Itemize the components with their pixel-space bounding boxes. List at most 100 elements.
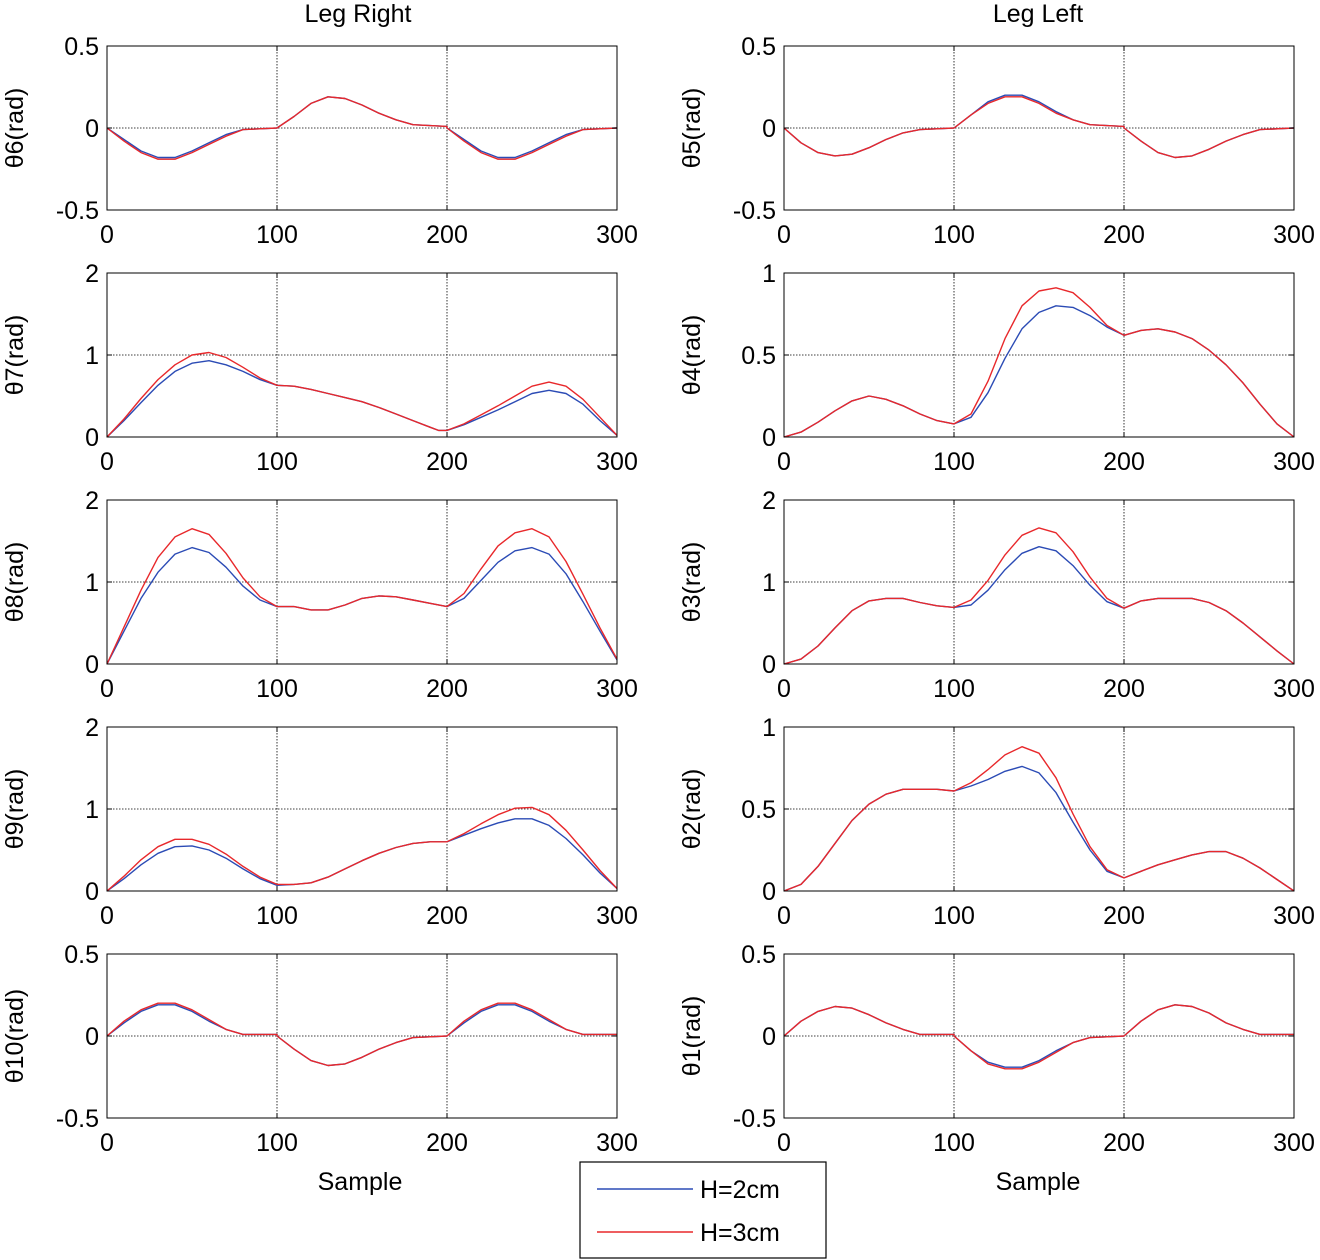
y-tick-label: 0: [85, 115, 99, 143]
x-tick-label: 200: [426, 902, 468, 930]
y-tick-label: 0.5: [741, 796, 776, 824]
y-axis-label: θ7(rad): [1, 315, 29, 396]
x-tick-label: 100: [256, 448, 298, 476]
y-tick-label: 0: [762, 115, 776, 143]
y-tick-label: 1: [85, 569, 99, 597]
x-tick-label: 300: [596, 902, 638, 930]
x-tick-label: 0: [777, 902, 791, 930]
y-tick-label: 2: [85, 714, 99, 742]
series-line-h3: [106, 96, 618, 160]
y-tick-label: -0.5: [56, 1105, 99, 1133]
xlabel-left: Sample: [996, 1168, 1081, 1196]
y-tick-label: 0: [762, 1023, 776, 1051]
y-tick-label: 0: [85, 878, 99, 906]
x-tick-label: 200: [426, 221, 468, 249]
y-axis-label: θ4(rad): [678, 315, 706, 396]
x-tick-label: 100: [933, 1129, 975, 1157]
series-line-h3: [783, 287, 1295, 438]
x-tick-label: 0: [100, 448, 114, 476]
panel-2rad: 0 100 200 300 0 0.5 1 θ2(rad): [678, 714, 1315, 930]
legend: H=2cm H=3cm: [579, 1161, 827, 1259]
panel-1rad: 0 100 200 300-0.500.5θ1(rad): [678, 941, 1315, 1157]
x-tick-label: 100: [933, 221, 975, 249]
x-tick-label: 300: [1273, 675, 1315, 703]
x-tick-label: 0: [100, 221, 114, 249]
series-line-h3: [783, 746, 1295, 892]
x-tick-label: 100: [933, 448, 975, 476]
x-tick-label: 200: [1103, 221, 1145, 249]
x-tick-label: 0: [100, 1129, 114, 1157]
y-tick-label: 1: [762, 260, 776, 288]
series-line-h3: [106, 528, 618, 665]
x-tick-label: 100: [256, 675, 298, 703]
panel-8rad: 0 100 200 300 0 1 2 θ8(rad): [1, 487, 638, 703]
y-axis-label: θ6(rad): [1, 88, 29, 169]
x-tick-label: 300: [1273, 221, 1315, 249]
y-tick-label: -0.5: [733, 1105, 776, 1133]
y-tick-label: 0: [762, 651, 776, 679]
x-tick-label: 300: [596, 1129, 638, 1157]
x-tick-label: 300: [1273, 1129, 1315, 1157]
y-tick-label: 1: [762, 569, 776, 597]
x-tick-label: 0: [777, 1129, 791, 1157]
y-tick-label: 1: [85, 796, 99, 824]
x-tick-label: 200: [1103, 675, 1145, 703]
y-tick-label: 2: [762, 487, 776, 515]
y-axis-label: θ9(rad): [1, 769, 29, 850]
col-title-right: Leg Right: [304, 0, 411, 28]
col-title-left: Leg Left: [993, 0, 1083, 28]
y-axis-label: θ5(rad): [678, 88, 706, 169]
y-axis-label: θ10(rad): [1, 989, 29, 1084]
legend-label-h2: H=2cm: [700, 1176, 780, 1204]
x-tick-label: 300: [596, 221, 638, 249]
x-tick-label: 0: [777, 221, 791, 249]
legend-label-h3: H=3cm: [700, 1219, 780, 1247]
y-tick-label: -0.5: [733, 197, 776, 225]
y-tick-label: 0.5: [741, 342, 776, 370]
x-tick-label: 100: [256, 221, 298, 249]
legend-box: [579, 1161, 827, 1259]
panel-5rad: 0 100 200 300-0.500.5θ5(rad): [678, 33, 1315, 249]
x-tick-label: 0: [777, 675, 791, 703]
x-tick-label: 300: [596, 675, 638, 703]
y-tick-label: 1: [85, 342, 99, 370]
x-tick-label: 100: [933, 675, 975, 703]
x-tick-label: 200: [426, 675, 468, 703]
series-line-h3: [783, 527, 1295, 665]
y-tick-label: 0: [762, 878, 776, 906]
series-line-h3: [106, 1002, 617, 1067]
panels: 0 100 200 300-0.500.5θ6(rad)0 100 200 300012θ7…: [1, 33, 1315, 1157]
y-tick-label: 1: [762, 714, 776, 742]
series-line-h3: [783, 1004, 1294, 1070]
panel-6rad: 0 100 200 300-0.500.5θ6(rad): [1, 33, 638, 249]
y-tick-label: 0.5: [64, 33, 99, 61]
panel-9rad: 0 100 200 300 0 1 2 θ9(rad): [1, 714, 638, 930]
y-tick-label: 0.5: [64, 941, 99, 969]
y-tick-label: 0.5: [741, 33, 776, 61]
y-tick-label: 2: [85, 487, 99, 515]
x-tick-label: 100: [256, 902, 298, 930]
y-tick-label: 0: [85, 424, 99, 452]
x-tick-label: 0: [777, 448, 791, 476]
panel-3rad: 0 100 200 300 0 1 2 θ3(rad): [678, 487, 1315, 703]
x-tick-label: 200: [426, 448, 468, 476]
y-tick-label: -0.5: [56, 197, 99, 225]
xlabel-right: Sample: [318, 1168, 403, 1196]
y-axis-label: θ8(rad): [1, 542, 29, 623]
y-tick-label: 0: [85, 1023, 99, 1051]
x-tick-label: 200: [426, 1129, 468, 1157]
y-tick-label: 0.5: [741, 941, 776, 969]
y-tick-label: 0: [85, 651, 99, 679]
series-line-h3: [106, 806, 618, 892]
x-tick-label: 0: [100, 902, 114, 930]
x-tick-label: 200: [1103, 1129, 1145, 1157]
panel-4rad: 0 100 200 300 0 0.5 1 θ4(rad): [678, 260, 1315, 476]
y-tick-label: 2: [85, 260, 99, 288]
panel-7rad: 0 100 200 300 0 1 2 θ7(rad): [1, 260, 638, 476]
series-line-h3: [783, 96, 1295, 159]
x-tick-label: 0: [100, 675, 114, 703]
x-tick-label: 200: [1103, 902, 1145, 930]
x-tick-label: 300: [596, 448, 638, 476]
x-tick-label: 200: [1103, 448, 1145, 476]
